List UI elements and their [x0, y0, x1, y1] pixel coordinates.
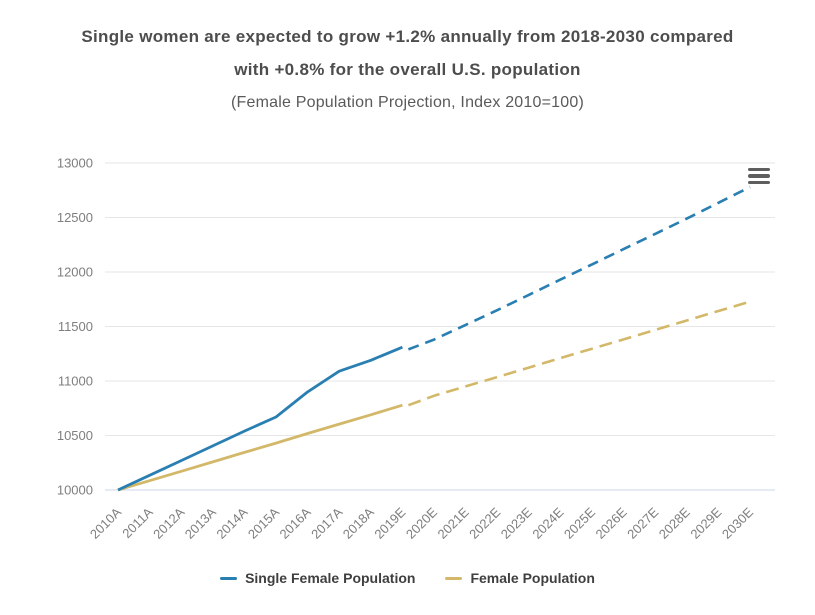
y-axis-tick-label: 10500: [57, 428, 93, 443]
x-axis-tick-label: 2024E: [529, 504, 566, 541]
x-axis-tick-label: 2013A: [182, 504, 219, 541]
series-female-population-dashed-line: [407, 300, 751, 407]
x-axis-tick-label: 2021E: [435, 504, 472, 541]
legend-label: Female Population: [470, 570, 595, 586]
series-single-female-population-dashed-line: [407, 185, 751, 351]
x-axis-tick-label: 2020E: [403, 504, 440, 541]
hamburger-menu-icon[interactable]: [746, 166, 772, 186]
series-single-female-population-solid-line: [117, 345, 403, 492]
chart-title-line1: Single women are expected to grow +1.2% …: [81, 27, 734, 46]
legend-swatch-icon: [445, 576, 463, 580]
x-axis-tick-label: 2030E: [719, 504, 756, 541]
legend-item-single-female-population[interactable]: Single Female Population: [220, 570, 415, 586]
y-axis-tick-label: 11500: [58, 319, 93, 334]
menu-bar: [748, 180, 770, 185]
series-female-population-solid-line: [117, 403, 403, 492]
menu-bar: [748, 174, 770, 178]
legend-swatch-icon: [220, 576, 238, 580]
y-axis-tick-label: 11000: [58, 374, 93, 389]
x-axis-tick-label: 2016A: [277, 504, 314, 541]
x-axis-tick-label: 2022E: [466, 504, 503, 541]
legend-item-female-population[interactable]: Female Population: [445, 570, 595, 586]
y-axis-tick-label: 12500: [57, 210, 93, 225]
x-axis-tick-label: 2015A: [245, 504, 282, 541]
x-axis-tick-label: 2010A: [87, 504, 124, 541]
x-axis-tick-label: 2017A: [308, 504, 345, 541]
menu-bar: [748, 168, 770, 172]
x-axis-tick-label: 2025E: [561, 504, 598, 541]
chart-subtitle: (Female Population Projection, Index 201…: [231, 94, 584, 111]
x-axis-tick-label: 2023E: [498, 504, 535, 541]
x-axis-tick-label: 2029E: [687, 504, 724, 541]
x-axis-tick-label: 2012A: [150, 504, 187, 541]
chart-legend: Single Female Population Female Populatio…: [0, 570, 815, 586]
x-axis-tick-label: 2019E: [371, 504, 408, 541]
plot-area: 10000 10500 11000 11500 12000 12500 13000 2010A…: [57, 156, 775, 542]
x-axis-tick-label: 2014A: [213, 504, 250, 541]
y-axis-tick-label: 12000: [57, 265, 93, 280]
x-axis-tick-label: 2011A: [119, 504, 156, 541]
legend-label: Single Female Population: [245, 570, 416, 586]
chart-header: Single women are expected to grow +1.2% …: [0, 0, 815, 119]
x-axis-tick-label: 2027E: [624, 504, 661, 541]
x-axis-tick-label: 2026E: [593, 504, 630, 541]
y-axis-tick-label: 10000: [57, 483, 93, 498]
x-axis-tick-label: 2018A: [340, 504, 377, 541]
x-axis-tick-label: 2028E: [656, 504, 693, 541]
y-axis-tick-label: 13000: [57, 156, 93, 171]
chart-title-line2: with +0.8% for the overall U.S. populati…: [234, 60, 581, 79]
